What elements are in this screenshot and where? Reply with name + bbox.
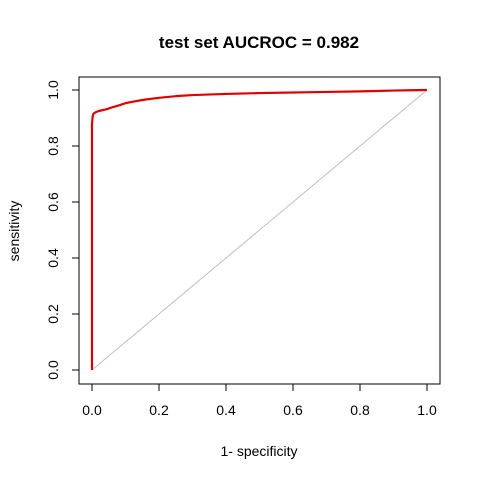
y-tick-label: 0.6 (45, 192, 61, 212)
x-tick-label: 1.0 (417, 402, 437, 418)
y-tick-label: 0.2 (45, 304, 61, 324)
y-tick-label: 0.4 (45, 248, 61, 268)
y-tick-label: 0.0 (45, 360, 61, 380)
y-axis-label: sensitivity (6, 201, 22, 262)
chart-title: test set AUCROC = 0.982 (159, 33, 359, 52)
plot-frame (78, 76, 441, 385)
x-tick-label: 0.4 (216, 402, 236, 418)
x-axis-label: 1- specificity (220, 443, 297, 459)
y-tick-label: 1.0 (45, 80, 61, 100)
y-axis: 0.0 0.2 0.4 0.6 0.8 1.0 (45, 80, 79, 380)
x-tick-label: 0.0 (82, 402, 102, 418)
y-tick-label: 0.8 (45, 136, 61, 156)
x-tick-label: 0.8 (350, 402, 370, 418)
reference-diagonal-line (91, 89, 428, 371)
roc-curve (90, 88, 428, 370)
x-axis: 0.0 0.2 0.4 0.6 0.8 1.0 (82, 384, 437, 418)
x-tick-label: 0.2 (149, 402, 169, 418)
x-tick-label: 0.6 (283, 402, 303, 418)
